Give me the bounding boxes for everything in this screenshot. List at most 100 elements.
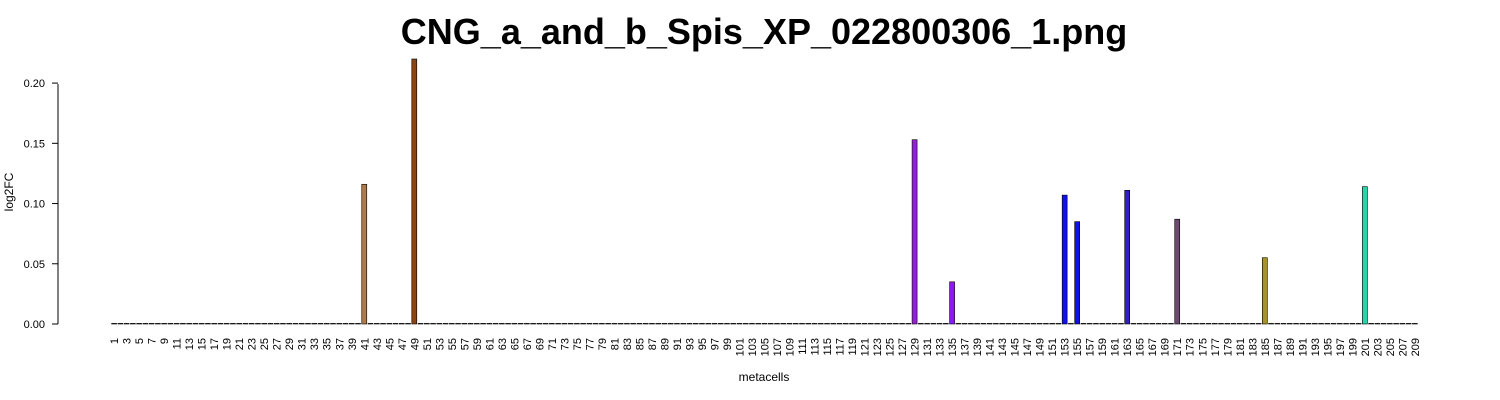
x-tick-label: 203 <box>1372 338 1384 356</box>
bar-empty <box>1287 323 1293 325</box>
bar-empty <box>455 323 461 325</box>
x-tick-label: 91 <box>672 338 684 350</box>
bar-empty <box>893 323 899 325</box>
bar-empty <box>849 323 855 325</box>
x-tick-label: 3 <box>122 338 134 344</box>
y-tick-label: 0.20 <box>24 78 45 90</box>
x-tick-label: 133 <box>935 338 947 356</box>
bar-empty <box>886 323 893 325</box>
bar-metacell-185 <box>1261 257 1268 325</box>
y-tick-label: 0.05 <box>24 259 45 271</box>
bar-empty <box>974 323 980 325</box>
bar-empty <box>305 323 311 325</box>
x-tick-label: 123 <box>872 338 884 356</box>
bar-empty <box>549 323 555 325</box>
bar-empty <box>311 323 318 325</box>
x-tick-label: 23 <box>247 338 259 350</box>
x-tick-label: 145 <box>1010 338 1022 356</box>
bar-empty <box>474 323 480 325</box>
x-tick-label: 73 <box>559 338 571 350</box>
bar-empty <box>286 323 293 325</box>
bar-empty <box>792 323 799 325</box>
bar-metacell-201 <box>1362 186 1368 325</box>
bar-empty <box>567 323 574 325</box>
bar-empty <box>1412 323 1418 325</box>
bar-empty <box>1249 323 1256 325</box>
bar-empty <box>167 323 174 325</box>
bar-empty <box>943 323 949 325</box>
bar-empty <box>380 323 386 325</box>
bar-empty <box>574 323 580 325</box>
x-tick-label: 129 <box>910 338 922 356</box>
bar-empty <box>511 323 518 325</box>
x-tick-label: 25 <box>259 338 271 350</box>
x-tick-label: 105 <box>760 338 772 356</box>
bar-metacell-41 <box>361 183 368 325</box>
bar-empty <box>292 323 299 325</box>
bar-empty <box>918 323 924 325</box>
bar-empty <box>1136 323 1143 325</box>
bar-metacell-163 <box>1124 189 1131 325</box>
bar-empty <box>805 323 812 325</box>
bar-empty <box>1036 323 1043 325</box>
bar-empty <box>1168 323 1174 325</box>
bar-empty <box>1393 323 1399 325</box>
x-tick-label: 161 <box>1110 338 1122 356</box>
x-tick-label: 41 <box>359 338 371 350</box>
x-axis-label: metacells <box>739 370 790 384</box>
x-tick-label: 81 <box>609 338 621 350</box>
bar-empty <box>924 323 930 325</box>
bar-empty <box>1011 323 1018 325</box>
bar-empty <box>717 323 724 325</box>
x-tick-label: 107 <box>772 338 784 356</box>
x-tick-label: 147 <box>1022 338 1034 356</box>
bar-empty <box>724 323 730 325</box>
bar-empty <box>424 323 430 325</box>
bar-empty <box>1049 323 1055 325</box>
x-tick-label: 101 <box>734 338 746 356</box>
x-tick-label: 119 <box>847 338 859 356</box>
x-tick-label: 195 <box>1322 338 1334 356</box>
bar-empty <box>586 323 593 325</box>
x-tick-label: 67 <box>522 338 534 350</box>
bar-empty <box>223 323 230 325</box>
bar-empty <box>636 323 643 325</box>
x-tick-label: 13 <box>184 338 196 350</box>
bar-empty <box>430 323 436 325</box>
bar-empty <box>605 323 611 325</box>
bar-empty <box>617 323 624 325</box>
bar-metacell-129 <box>911 139 918 325</box>
bar-empty <box>1211 323 1218 325</box>
bar-empty <box>980 323 987 325</box>
x-tick-label: 97 <box>709 338 721 350</box>
bar-empty <box>1193 323 1199 325</box>
bar-empty <box>868 323 874 325</box>
bar-empty <box>642 323 649 325</box>
x-tick-label: 35 <box>322 338 334 350</box>
x-tick-label: 157 <box>1085 338 1097 356</box>
bar-empty <box>217 323 224 325</box>
x-tick-label: 149 <box>1035 338 1047 356</box>
bar-empty <box>561 323 568 325</box>
x-tick-label: 173 <box>1185 338 1197 356</box>
x-tick-label: 179 <box>1222 338 1234 356</box>
x-tick-label: 15 <box>197 338 209 350</box>
bar-empty <box>1205 323 1212 325</box>
x-tick-label: 37 <box>334 338 346 350</box>
bar-empty <box>936 323 943 325</box>
x-tick-label: 153 <box>1060 338 1072 356</box>
bar-empty <box>905 323 912 325</box>
bar-empty <box>267 323 274 325</box>
bar-empty <box>230 323 236 325</box>
bar-empty <box>1018 323 1024 325</box>
bar-empty <box>986 323 993 325</box>
bar-empty <box>649 323 655 325</box>
bar-empty <box>842 323 849 325</box>
bar-empty <box>155 323 161 325</box>
x-tick-label: 65 <box>509 338 521 350</box>
x-tick-label: 57 <box>459 338 471 350</box>
bar-empty <box>661 323 668 325</box>
x-tick-label: 181 <box>1235 338 1247 356</box>
bar-empty <box>761 323 768 325</box>
x-tick-label: 77 <box>584 338 596 350</box>
